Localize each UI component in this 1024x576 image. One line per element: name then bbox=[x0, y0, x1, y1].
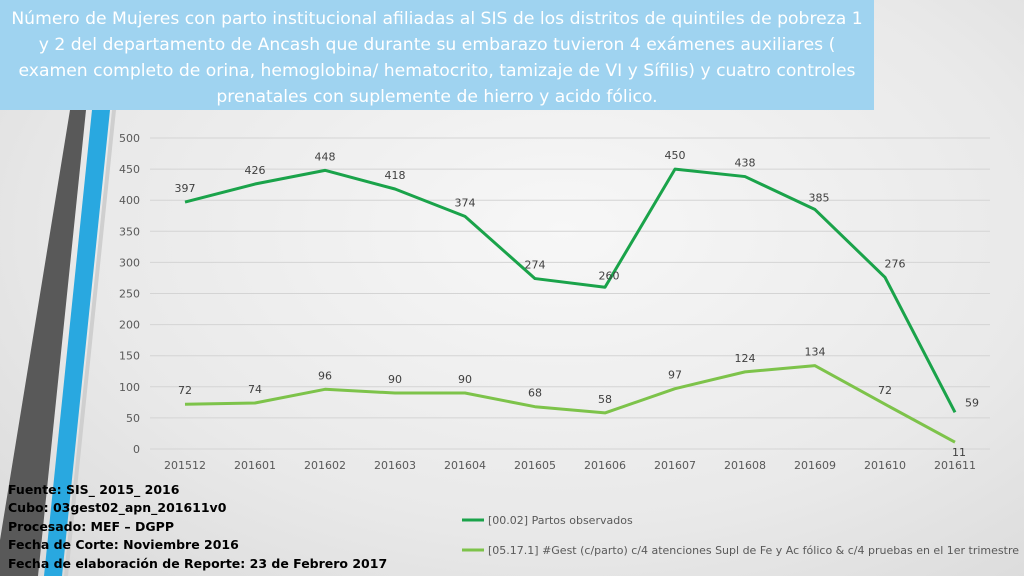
y-tick-label: 50 bbox=[126, 412, 140, 425]
y-tick-label: 0 bbox=[133, 443, 140, 456]
decorative-stripes bbox=[0, 110, 116, 576]
data-label: 11 bbox=[952, 446, 966, 459]
x-tick-label: 201605 bbox=[514, 459, 556, 472]
x-tick-label: 201607 bbox=[654, 459, 696, 472]
y-tick-label: 300 bbox=[119, 256, 140, 269]
data-label: 418 bbox=[385, 169, 406, 182]
data-label: 90 bbox=[458, 373, 472, 386]
blue-stripe bbox=[44, 110, 110, 576]
data-label: 397 bbox=[175, 182, 196, 195]
source-line: Fuente: SIS_ 2015_ 2016 bbox=[8, 482, 180, 497]
cube-line: Cubo: 03gest02_apn_201611v0 bbox=[8, 500, 227, 516]
x-tick-label: 201609 bbox=[794, 459, 836, 472]
data-label: 448 bbox=[315, 150, 336, 163]
x-tick-label: 201606 bbox=[584, 459, 626, 472]
y-tick-label: 350 bbox=[119, 225, 140, 238]
y-tick-label: 400 bbox=[119, 194, 140, 207]
data-label: 385 bbox=[809, 192, 830, 205]
chart-title: Número de Mujeres con parto instituciona… bbox=[11, 9, 863, 107]
series-line-2 bbox=[184, 364, 956, 444]
processed-line: Procesado: MEF – DGPP bbox=[8, 518, 174, 534]
data-label: 74 bbox=[248, 383, 262, 396]
data-label: 426 bbox=[245, 164, 266, 177]
data-label: 96 bbox=[318, 369, 332, 382]
data-label: 59 bbox=[965, 396, 979, 409]
source-notes: Fuente: SIS_ 2015_ 2016 Cubo: 03gest02_a… bbox=[8, 481, 388, 573]
y-tick-label: 450 bbox=[119, 163, 140, 176]
x-tick-label: 201611 bbox=[934, 459, 976, 472]
gray-stripe bbox=[0, 110, 86, 576]
y-tick-label: 250 bbox=[119, 288, 140, 301]
data-label: 274 bbox=[525, 259, 546, 272]
cutoff-date-line: Fecha de Corte: Noviembre 2016 bbox=[8, 537, 239, 553]
data-label: 72 bbox=[878, 384, 892, 397]
legend-label-1: [00.02] Partos observados bbox=[488, 514, 633, 527]
data-label: 97 bbox=[668, 369, 682, 382]
x-tick-label: 201603 bbox=[374, 459, 416, 472]
data-label: 58 bbox=[598, 393, 612, 406]
y-tick-label: 500 bbox=[119, 132, 140, 145]
data-label: 276 bbox=[885, 257, 906, 270]
data-label: 438 bbox=[735, 157, 756, 170]
data-label: 134 bbox=[805, 346, 826, 359]
x-tick-label: 201610 bbox=[864, 459, 906, 472]
data-label: 260 bbox=[599, 269, 620, 282]
x-tick-label: 201602 bbox=[304, 459, 346, 472]
data-label: 68 bbox=[528, 387, 542, 400]
x-tick-label: 201512 bbox=[164, 459, 206, 472]
x-tick-label: 201604 bbox=[444, 459, 486, 472]
data-label: 374 bbox=[455, 196, 476, 209]
series-line-1 bbox=[184, 167, 957, 413]
y-tick-label: 150 bbox=[119, 350, 140, 363]
data-label: 124 bbox=[735, 352, 756, 365]
x-tick-label: 201601 bbox=[234, 459, 276, 472]
chart-title-box: Número de Mujeres con parto instituciona… bbox=[0, 0, 874, 110]
light-stripe bbox=[64, 110, 116, 576]
data-label: 450 bbox=[665, 149, 686, 162]
y-tick-label: 100 bbox=[119, 381, 140, 394]
data-label: 90 bbox=[388, 373, 402, 386]
data-label: 72 bbox=[178, 384, 192, 397]
x-tick-label: 201608 bbox=[724, 459, 766, 472]
y-tick-label: 200 bbox=[119, 319, 140, 332]
report-date-line: Fecha de elaboración de Reporte: 23 de F… bbox=[8, 555, 388, 571]
legend-label-2: [05.17.1] #Gest (c/parto) c/4 atenciones… bbox=[488, 544, 1019, 557]
